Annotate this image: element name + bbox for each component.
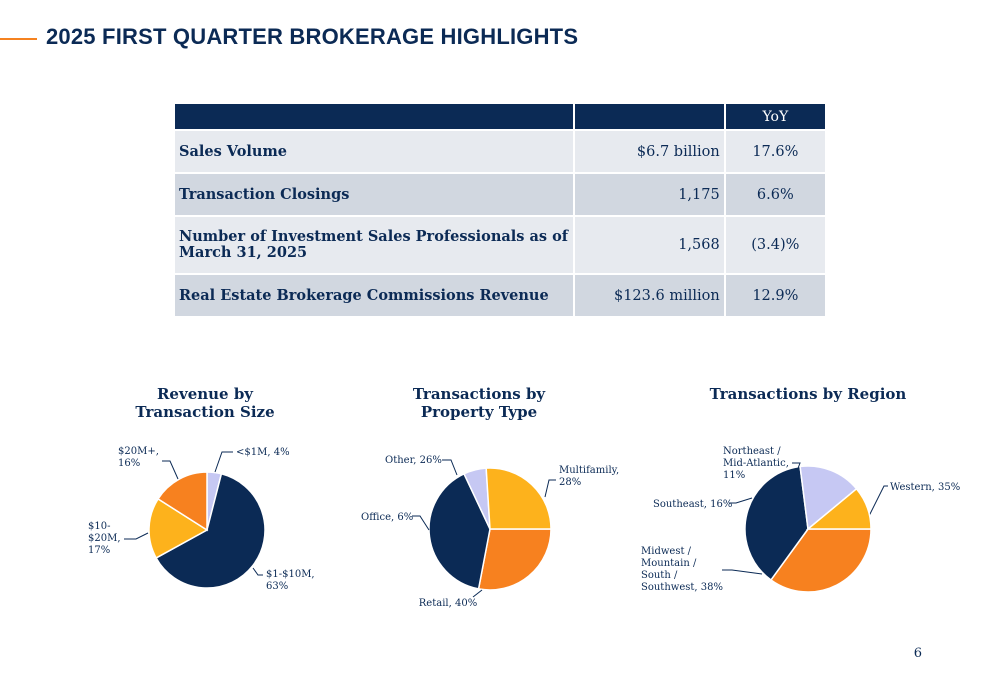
pie-slice bbox=[744, 465, 809, 582]
table-header-row: YoY bbox=[172, 102, 828, 131]
pie-slice-label-line: 63% bbox=[266, 581, 288, 592]
leader-line bbox=[162, 460, 179, 480]
pie-slice-label-line: 16% bbox=[118, 458, 140, 469]
table-row: Sales Volume $6.7 billion 17.6% bbox=[172, 129, 828, 174]
row-yoy: (3.4)% bbox=[723, 215, 828, 275]
header-cell bbox=[573, 102, 726, 131]
row-value: 1,175 bbox=[573, 172, 726, 217]
pie-slice-label-line: 11% bbox=[723, 470, 745, 481]
row-yoy: 12.9% bbox=[723, 273, 828, 318]
pie-slice bbox=[485, 467, 552, 530]
title-accent-line bbox=[0, 38, 37, 40]
leader-line bbox=[792, 462, 801, 472]
page-number: 6 bbox=[913, 646, 922, 661]
pie-slice bbox=[428, 472, 491, 590]
pie-slice bbox=[769, 528, 872, 593]
pie-slice-label: Other, 26% bbox=[385, 455, 442, 466]
pie-slice-label-line: Northeast / bbox=[723, 446, 781, 457]
leader-line bbox=[729, 497, 753, 504]
pie-slice-label: Northeast / Mid-Atlantic, 11% bbox=[723, 446, 789, 481]
pie-slice bbox=[805, 487, 872, 530]
chart-title-transaction-size: Revenue by Transaction Size bbox=[135, 385, 275, 421]
leader-line bbox=[722, 569, 763, 575]
pie-slice-label-line: $20M+, bbox=[118, 446, 159, 457]
table-row: Transaction Closings 1,175 6.6% bbox=[172, 172, 828, 217]
page-title: 2025 FIRST QUARTER BROKERAGE HIGHLIGHTS bbox=[46, 24, 579, 49]
pie-slice-label-line: $10- bbox=[88, 521, 110, 532]
pie-slice-label-line: South / bbox=[641, 570, 678, 581]
pie-slice bbox=[156, 471, 208, 532]
leader-line bbox=[867, 485, 888, 519]
leader-line bbox=[412, 515, 430, 531]
row-value: $123.6 million bbox=[573, 273, 726, 318]
pie-slice-label: $10-$20M, 17% bbox=[88, 521, 121, 556]
pie-slice bbox=[477, 528, 552, 591]
pie-slice-label-line: 17% bbox=[88, 545, 110, 556]
pie-slice bbox=[148, 497, 209, 559]
pie-slice-label-line: Office, 6% bbox=[361, 512, 413, 523]
leader-line bbox=[442, 459, 458, 476]
pie-slice-label-line: Southeast, 16% bbox=[653, 499, 732, 510]
leader-line bbox=[214, 451, 233, 473]
pie-slice-label: $1-$10M, 63% bbox=[266, 569, 315, 592]
header-cell bbox=[172, 102, 576, 131]
row-yoy: 6.6% bbox=[723, 172, 828, 217]
pie-slice-label-line: $20M, bbox=[88, 533, 121, 544]
highlights-table: YoY Sales Volume $6.7 billion 17.6% Tran… bbox=[172, 102, 828, 318]
pie-slice-label: Midwest / Mountain / South / Southwest, 38% bbox=[641, 546, 723, 593]
row-label: Number of Investment Sales Professionals… bbox=[172, 215, 576, 275]
pie-slice-label-line: Southwest, 38% bbox=[641, 582, 723, 593]
pie-slice-label-line: Midwest / bbox=[641, 546, 692, 557]
leader-line bbox=[252, 567, 263, 576]
pie-slice-label-line: 28% bbox=[559, 477, 581, 488]
pie-slice-label-line: <$1M, 4% bbox=[236, 447, 290, 458]
pie-slice-label-line: Retail, 40% bbox=[419, 598, 477, 609]
row-value: 1,568 bbox=[573, 215, 726, 275]
pie-slice bbox=[799, 465, 858, 531]
pie-slice-label: <$1M, 4% bbox=[236, 447, 290, 458]
table-row: Number of Investment Sales Professionals… bbox=[172, 215, 828, 275]
row-yoy: 17.6% bbox=[723, 129, 828, 174]
pie-slice-label: Western, 35% bbox=[890, 482, 960, 493]
pie-slice bbox=[155, 472, 266, 589]
leader-line bbox=[472, 589, 483, 598]
leader-line bbox=[124, 532, 149, 540]
pie-slice-label-line: Western, 35% bbox=[890, 482, 960, 493]
pie-slice-label-line: Mid-Atlantic, bbox=[723, 458, 789, 469]
row-value: $6.7 billion bbox=[573, 129, 726, 174]
pie-slice-label: Southeast, 16% bbox=[653, 499, 732, 510]
pie-slice-label: Retail, 40% bbox=[419, 598, 477, 609]
row-label: Real Estate Brokerage Commissions Revenu… bbox=[172, 273, 576, 318]
pie-slice-label-line: Mountain / bbox=[641, 558, 697, 569]
chart-title-property-type: Transactions by Property Type bbox=[412, 385, 546, 421]
row-label: Sales Volume bbox=[172, 129, 576, 174]
leader-line bbox=[544, 479, 556, 498]
row-label: Transaction Closings bbox=[172, 172, 576, 217]
header-yoy: YoY bbox=[723, 102, 828, 131]
pie-slice-label: $20M+, 16% bbox=[118, 446, 159, 469]
pie-slice-label-line: $1-$10M, bbox=[266, 569, 315, 580]
pie-slice-label: Multifamily, 28% bbox=[559, 465, 619, 488]
pie-slice-label: Office, 6% bbox=[361, 512, 413, 523]
chart-title-region: Transactions by Region bbox=[709, 385, 907, 403]
pie-slice-label-line: Multifamily, bbox=[559, 465, 619, 476]
table-row: Real Estate Brokerage Commissions Revenu… bbox=[172, 273, 828, 318]
pie-slice-label-line: Other, 26% bbox=[385, 455, 442, 466]
